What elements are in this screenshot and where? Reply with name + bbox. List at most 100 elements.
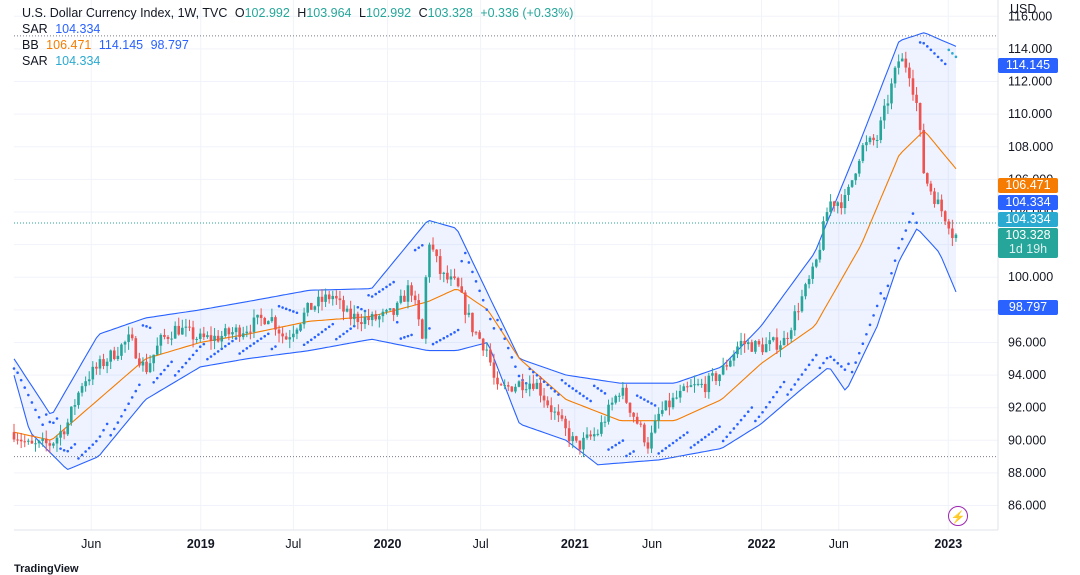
sar-dot [413,248,417,252]
legend-bb-row[interactable]: BB 106.471 114.145 98.797 [22,37,193,53]
candle-body [754,341,757,352]
candle-body [127,334,130,342]
candle-body [349,308,352,320]
candle-body [596,433,600,435]
sar-dot [782,380,786,384]
sar-dot [585,397,589,400]
candle-body [947,221,951,229]
sar-dot [660,449,664,453]
sar-dot [335,337,338,341]
candle-body [557,411,560,416]
sar-dot [503,337,506,340]
candle-body [130,334,134,339]
candle-body [567,428,571,442]
candle-body [836,202,840,206]
sar-dot [259,337,263,340]
sar-dot [761,410,764,414]
candle-body [933,191,936,204]
y-tick-label: 92.000 [1008,401,1046,415]
candle-body [621,387,625,396]
legend-sar-row[interactable]: SAR 104.334 [22,21,104,37]
tradingview-logo-icon[interactable]: TradingView [14,563,79,575]
candle-body [843,194,847,209]
candle-body [893,67,897,84]
candle-body [62,431,66,435]
sar-dot [270,347,274,351]
candle-body [295,329,299,334]
candle-body [779,345,782,350]
candle-body [331,295,335,300]
candle-body [213,335,216,341]
sar-dot [331,322,335,326]
price-axis[interactable]: 86.00088.00090.00092.00094.00096.00098.0… [1008,9,1053,512]
lightning-icon[interactable]: ⚡ [948,506,968,526]
time-axis[interactable]: Jun 2019 Jul 2020 Jul 2021 Jun 2022 Jun 2023 [81,537,962,551]
candle-body [274,317,277,330]
candle-body [438,256,442,274]
sar-dot [256,339,259,343]
sar-dot [532,370,535,374]
sar-dot [188,357,191,361]
sar-dot [850,370,854,374]
y-tick-label: 110.000 [1008,107,1052,121]
y-tick-label: 96.000 [1008,335,1046,349]
candle-body [145,361,148,373]
sar-dot [943,62,947,66]
low-label: L [358,6,366,20]
candle-body [102,359,105,367]
candle-body [413,295,417,301]
candle-body [535,382,539,389]
candle-body [191,327,195,340]
close-value: 103.328 [427,6,473,20]
sar-dot [98,435,102,438]
candle-body [825,212,829,222]
sar-dot [463,251,467,255]
candle-body [66,422,70,435]
candle-body [861,145,865,161]
candle-body [883,105,886,121]
candle-body [245,331,249,334]
candle-body [814,259,818,267]
sar-dot [686,431,689,434]
candle-body [943,211,947,222]
candle-body [453,276,456,279]
sar-dot [575,389,578,393]
candle-body [241,333,245,338]
sar-dot [786,393,789,396]
legend-sar2-row[interactable]: SAR 104.334 [22,53,104,69]
sar-dot [324,328,327,331]
candle-body [865,142,868,146]
bb-basis-line [13,130,957,441]
sar-dot [789,388,793,391]
y-tick-label: 114.000 [1008,42,1052,56]
y-tick-label: 100.000 [1008,270,1053,284]
candle-body [929,183,933,192]
candle-body [818,249,822,260]
sar-dot [320,330,324,334]
sar-dot [610,446,614,449]
sar-dot [940,59,943,62]
sar-dot [95,439,98,443]
candle-body [388,308,392,310]
candle-body [202,333,206,338]
candle-body [378,316,381,320]
candle-body [528,383,532,390]
candle-body [385,309,388,312]
candle-body [707,375,711,393]
candle-body [138,358,141,366]
candle-body [908,67,911,79]
sar-dot [449,333,453,336]
candle-body [840,202,843,209]
symbol-name[interactable]: U.S. Dollar Currency Index, 1W, TVC [22,6,228,20]
candle-body [227,328,231,335]
candle-body [524,389,528,391]
candle-body [721,365,725,375]
sar-dot [915,221,918,225]
candle-body [338,298,342,301]
sar-dot [485,308,489,311]
candle-body [582,437,585,450]
candle-body [292,333,295,338]
candle-body [532,383,535,389]
sar-dot [739,418,743,422]
